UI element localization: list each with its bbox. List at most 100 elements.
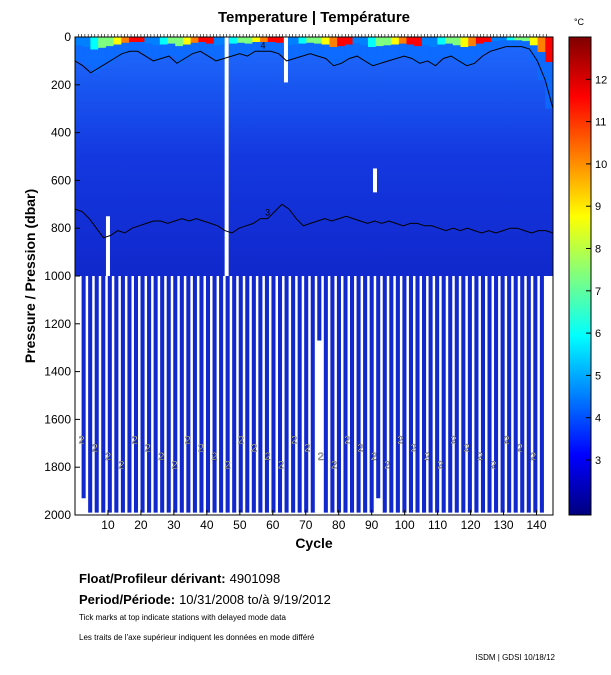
deep-label: 2 xyxy=(318,451,324,463)
surface-cell xyxy=(244,43,253,57)
deep-bar xyxy=(94,276,99,513)
y-tick-label: 800 xyxy=(51,221,71,235)
deep-bar xyxy=(225,276,230,513)
surface-cell xyxy=(82,47,91,66)
gap-bar xyxy=(105,216,110,276)
deep-bar xyxy=(526,276,531,513)
surface-cell xyxy=(229,37,238,44)
deep-label: 2 xyxy=(211,451,217,463)
surface-cell xyxy=(267,37,276,43)
deep-bar xyxy=(271,276,276,513)
deep-bar xyxy=(205,276,211,513)
surface-cell xyxy=(391,37,400,45)
deep-bar xyxy=(245,276,250,513)
deep-bar xyxy=(264,276,269,513)
surface-cell xyxy=(290,37,300,45)
deep-label: 2 xyxy=(357,443,363,455)
deep-bar xyxy=(330,276,335,513)
x-tick-label: 110 xyxy=(428,518,447,532)
deep-bar xyxy=(133,276,139,513)
deep-label: 2 xyxy=(251,443,257,455)
surface-cell xyxy=(213,45,222,61)
deep-bar xyxy=(179,276,184,513)
surface-cell xyxy=(545,37,553,63)
surface-cell xyxy=(375,37,384,47)
surface-cell xyxy=(475,43,485,57)
deep-bar xyxy=(507,276,512,513)
deep-bar xyxy=(186,276,191,513)
footer-credit: ISDM | GDSI 10/18/12 xyxy=(475,653,555,662)
surface-cell xyxy=(90,49,99,73)
surface-cell xyxy=(252,37,261,43)
deep-bar xyxy=(173,276,178,513)
surface-cell xyxy=(468,37,477,47)
surface-cell xyxy=(213,37,222,46)
colorbar-tick-label: 6 xyxy=(595,328,601,340)
colorbar-ticks: 3 4 5 6 7 8 9 10 11 12 xyxy=(586,74,607,467)
chart-title: Temperature | Température xyxy=(218,9,410,26)
deep-bar xyxy=(415,276,420,513)
surface-cell xyxy=(98,37,107,48)
deep-label: 2 xyxy=(411,443,417,455)
surface-cell xyxy=(460,37,469,48)
deep-bar xyxy=(389,276,394,513)
surface-cell xyxy=(514,37,523,41)
surface-cell xyxy=(105,46,115,64)
colorbar-tick-label: 7 xyxy=(595,286,601,298)
deep-label: 2 xyxy=(397,434,403,446)
deep-label: 2 xyxy=(278,459,284,471)
deep-label: 2 xyxy=(118,459,124,471)
float-label: Float/Profileur dérivant: xyxy=(79,571,226,586)
deep-bar xyxy=(284,276,289,513)
deep-label: 2 xyxy=(79,434,85,446)
deep-label: 2 xyxy=(105,451,111,463)
deep-bar xyxy=(304,276,309,513)
note-english: Tick marks at top indicate stations with… xyxy=(79,613,286,622)
deep-label: 2 xyxy=(132,434,138,446)
deep-label: 2 xyxy=(450,434,456,446)
deep-bar xyxy=(520,276,525,513)
surface-cell xyxy=(499,37,508,41)
surface-cell xyxy=(445,37,454,44)
surface-cell xyxy=(121,37,130,43)
contour-4 xyxy=(75,46,553,109)
surface-cell xyxy=(406,37,415,45)
deep-label: 2 xyxy=(225,459,231,471)
surface-cell xyxy=(314,43,323,57)
surface-cell xyxy=(260,42,269,52)
deep-bar xyxy=(533,276,538,513)
surface-cell xyxy=(421,37,431,46)
surface-cell xyxy=(321,44,330,59)
surface-cell xyxy=(267,42,276,52)
deep-label: 2 xyxy=(158,451,164,463)
surface-cell xyxy=(136,37,145,43)
surface-cell xyxy=(314,37,323,44)
colorbar-tick-label: 11 xyxy=(595,117,606,129)
deep-bar xyxy=(277,276,283,513)
surface-cell xyxy=(437,44,446,59)
isotherm-contours: 34 xyxy=(75,40,553,239)
surface-cell xyxy=(414,46,423,64)
surface-cell xyxy=(167,37,176,44)
deep-bar xyxy=(343,276,348,513)
colorbar-tick-label: 10 xyxy=(595,159,607,171)
deep-bar xyxy=(428,276,433,513)
surface-cell xyxy=(206,37,215,44)
surface-cell xyxy=(128,42,138,52)
deep-bar xyxy=(480,276,485,513)
deep-label: 2 xyxy=(171,459,177,471)
surface-cell xyxy=(398,43,408,57)
surface-cell xyxy=(198,42,207,52)
x-tick-label: 20 xyxy=(134,518,148,532)
y-tick-label: 600 xyxy=(51,173,71,187)
y-tick-label: 200 xyxy=(51,78,71,92)
deep-label: 2 xyxy=(331,459,337,471)
surface-cell xyxy=(167,43,176,57)
x-tick-label: 100 xyxy=(395,518,415,532)
contour-label: 4 xyxy=(261,40,266,50)
surface-cell xyxy=(491,37,500,42)
surface-cell xyxy=(452,45,461,61)
surface-cell xyxy=(429,37,438,48)
deep-bar xyxy=(494,276,499,513)
deep-bar xyxy=(448,276,453,513)
